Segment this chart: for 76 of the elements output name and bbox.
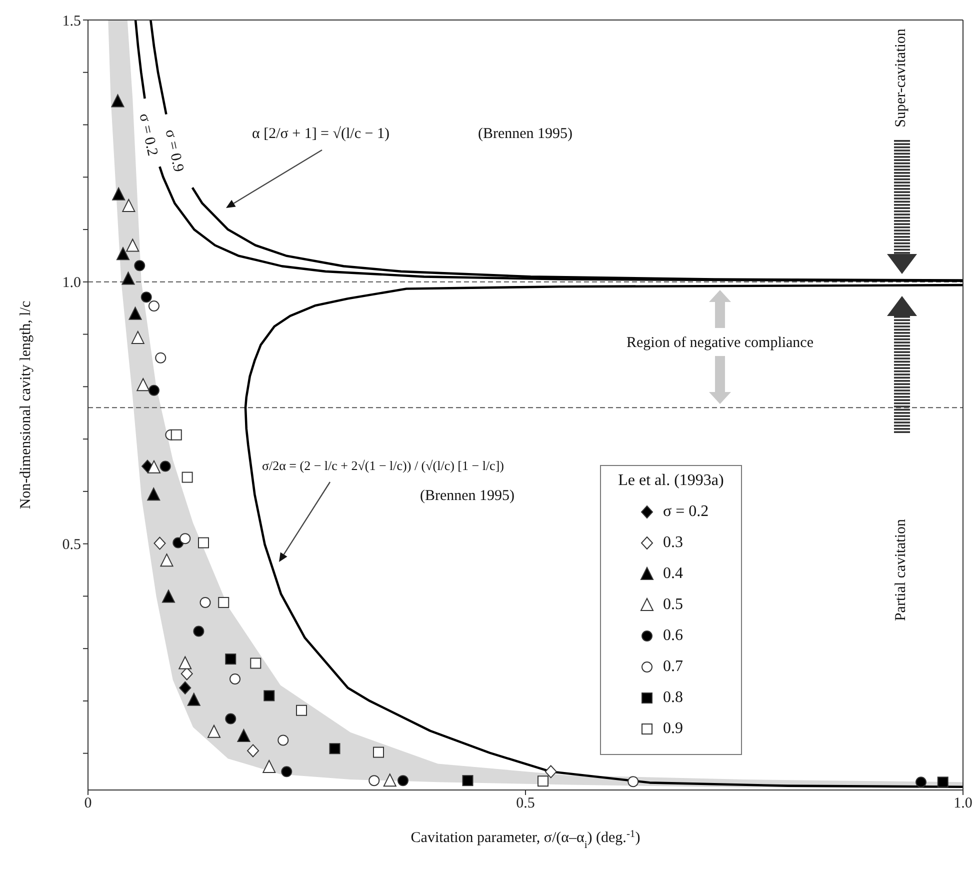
x-tick-label: 1.0 (954, 796, 972, 812)
point (147, 460, 160, 474)
annotation: α [2/σ + 1] = √(l/c − 1) (252, 126, 390, 142)
point (628, 776, 639, 788)
point (180, 533, 191, 544)
point (462, 775, 474, 786)
annotation: σ = 0.2 (135, 112, 160, 158)
legend-label: 0.5 (663, 596, 684, 614)
y-tick-label: 1.5 (62, 13, 81, 30)
point (160, 460, 171, 472)
point (329, 743, 340, 754)
legend-label: σ = 0.2 (663, 502, 710, 520)
annotation: σ/2α = (2 − l/c + 2√(1 − l/c)) / (√(l/c) [1 − l/c]) (262, 458, 504, 473)
point (230, 673, 240, 684)
point (162, 590, 175, 603)
point (111, 94, 124, 108)
point (112, 187, 126, 200)
legend-title: Le et al. (1993a) (617, 472, 725, 490)
point (128, 306, 142, 320)
annotation: Partial cavitation (893, 518, 910, 622)
point (136, 378, 150, 392)
annotation: σ = 0.9 (161, 128, 186, 174)
point (200, 596, 211, 608)
annotation: (Brennen 1995) (478, 126, 573, 142)
point (122, 198, 136, 212)
annotation: (Brennen 1995) (420, 488, 515, 504)
point (544, 765, 557, 778)
x-axis-title: Cavitation parameter, σ/(α–α$_{i}$) (deg.$^{-1}$) (410, 828, 640, 850)
legend-label: 0.3 (663, 534, 684, 552)
point (178, 656, 192, 670)
y-tick-label: 0.5 (62, 537, 81, 554)
annotation: Region of negative compliance (626, 335, 814, 351)
point (937, 776, 948, 788)
point (140, 292, 152, 303)
point (296, 704, 307, 716)
point (264, 690, 275, 702)
point (126, 238, 140, 252)
point (187, 692, 200, 706)
x-tick-label: 0.5 (516, 796, 535, 812)
point (208, 724, 220, 738)
point (134, 260, 146, 272)
legend-label: 0.9 (663, 720, 684, 738)
point (281, 766, 292, 778)
point (147, 488, 160, 501)
point (383, 774, 396, 787)
point (131, 330, 144, 344)
point (170, 429, 182, 440)
point (368, 775, 380, 786)
point (122, 272, 135, 285)
y-axis-title: Non-dimensional cavity length, l/c (18, 300, 34, 510)
legend-label: 0.6 (663, 626, 684, 644)
point (225, 713, 236, 724)
point (154, 536, 166, 550)
point (247, 744, 260, 758)
point (278, 734, 289, 746)
point (225, 654, 236, 665)
point (538, 776, 548, 787)
point (180, 667, 193, 680)
annotation: Super-cavitation (893, 28, 910, 128)
point (373, 746, 384, 758)
point (193, 626, 204, 637)
point (262, 760, 276, 773)
point (148, 384, 160, 396)
point (250, 658, 262, 669)
point (179, 681, 192, 694)
point (916, 776, 926, 788)
legend-label: 0.4 (663, 564, 684, 582)
legend-label: 0.7 (663, 658, 684, 676)
legend-label: 0.8 (663, 688, 684, 706)
point (160, 554, 174, 567)
point (116, 247, 130, 260)
y-tick-label: 1.0 (62, 275, 81, 292)
point (398, 775, 408, 786)
x-tick-label: 0 (84, 796, 92, 812)
point (237, 729, 250, 742)
point (218, 596, 230, 608)
